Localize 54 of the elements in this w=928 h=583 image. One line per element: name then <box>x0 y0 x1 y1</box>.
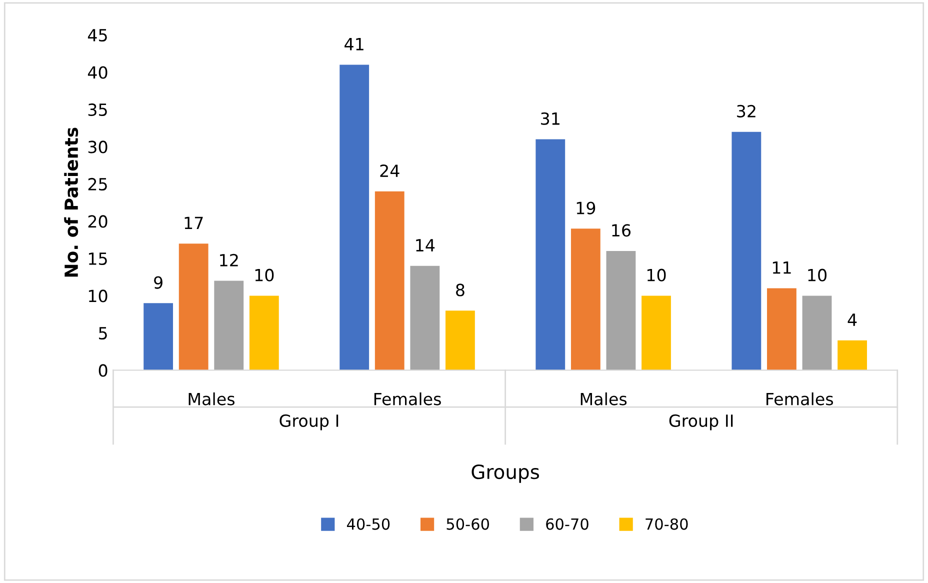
bar <box>340 64 370 370</box>
text: Group I <box>280 414 338 430</box>
y-tick-label: 30 <box>88 140 108 154</box>
bar <box>732 132 762 370</box>
y-tick-label: 15 <box>88 252 107 266</box>
legend-label: 50-60 <box>446 518 490 530</box>
legend-label: 70-80 <box>646 518 688 530</box>
bar <box>446 310 475 370</box>
data-label: 14 <box>416 239 435 252</box>
bar <box>642 296 671 370</box>
x-tick-label: Males <box>188 392 235 406</box>
bar <box>570 228 600 370</box>
data-label: 10 <box>647 268 666 282</box>
data-label: 11 <box>772 262 791 274</box>
bar <box>767 288 796 370</box>
bar <box>178 244 208 370</box>
y-tick-label: 25 <box>88 178 107 191</box>
bar <box>144 303 174 370</box>
data-label: 9 <box>154 276 162 289</box>
data-label: 10 <box>808 268 826 282</box>
data-label: 31 <box>541 112 560 125</box>
data-label: 12 <box>220 254 238 266</box>
x-axis-title: Groups <box>472 464 540 483</box>
bar <box>536 139 566 370</box>
y-tick-label: 10 <box>88 290 108 302</box>
bar <box>249 296 279 370</box>
bar <box>838 340 867 370</box>
legend-label: 40-50 <box>346 518 390 530</box>
bar <box>214 280 244 370</box>
data-label: 19 <box>576 202 596 214</box>
x-tick-label: Males <box>580 392 627 406</box>
x-tick-label: Females <box>766 392 834 406</box>
y-tick-label: 45 <box>88 29 107 42</box>
y-axis-title: No. of Patients <box>64 128 78 277</box>
data-label: 8 <box>456 284 464 296</box>
text: Group II <box>669 414 733 430</box>
data-label: 24 <box>380 164 400 177</box>
y-tick-label: 0 <box>98 364 108 377</box>
bar <box>374 191 404 370</box>
data-label: 4 <box>848 314 857 326</box>
y-tick-label: 35 <box>88 103 107 116</box>
legend-label: 60-70 <box>546 518 588 530</box>
bar <box>606 251 636 370</box>
data-label: 17 <box>184 216 203 229</box>
x-tick-label: Females <box>374 392 441 406</box>
y-tick-label: 5 <box>99 327 107 340</box>
data-label: 41 <box>344 38 364 50</box>
y-tick-label: 40 <box>88 66 108 79</box>
y-tick-label: 20 <box>88 215 108 228</box>
data-label: 16 <box>612 224 631 237</box>
bar <box>410 266 440 370</box>
data-label: 32 <box>737 104 756 118</box>
data-label: 10 <box>255 268 274 282</box>
bar <box>802 296 832 370</box>
